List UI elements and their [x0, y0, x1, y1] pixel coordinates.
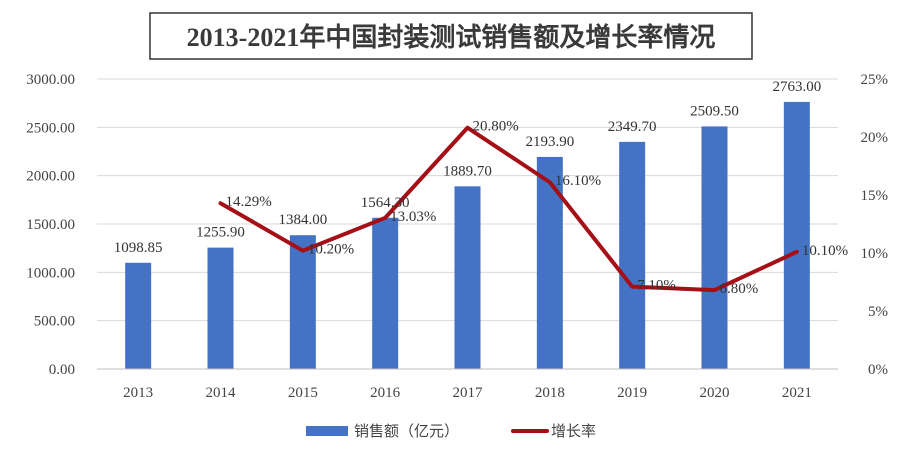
x-tick-label: 2020	[700, 385, 730, 401]
bar-data-labels: 1098.85 1255.90 1384.00 1564.30 1889.70 2193.…	[114, 79, 821, 256]
legend: 销售额（亿元） 增长率	[306, 423, 596, 440]
y-left-tick-label: 2500.00	[26, 120, 75, 136]
y-left-tick-label: 1500.00	[26, 217, 75, 233]
bar	[701, 126, 728, 369]
y-left-tick-label: 3000.00	[26, 72, 75, 88]
line-series	[218, 125, 799, 293]
line-value-label: 20.80%	[473, 119, 519, 135]
bar-series	[125, 101, 810, 369]
x-tick-label: 2015	[288, 385, 318, 401]
legend-bar-label: 销售额（亿元）	[354, 423, 459, 440]
bar	[454, 186, 481, 369]
y-right-tick-label: 0%	[868, 362, 888, 378]
x-tick-label: 2016	[370, 385, 401, 401]
bar	[289, 235, 316, 369]
chart-title-group: 2013-2021年中国封装测试销售额及增长率情况	[149, 12, 753, 60]
left-axis: 0.00 500.00 1000.00 1500.00 2000.00 2500.00 30…	[26, 72, 75, 378]
bar-value-label: 1255.90	[196, 225, 245, 241]
y-left-tick-label: 0.00	[49, 362, 75, 378]
bar	[207, 247, 234, 369]
y-right-tick-label: 5%	[868, 304, 888, 320]
y-right-tick-label: 25%	[861, 72, 889, 88]
legend-line-label: 增长率	[551, 423, 596, 440]
bar-value-label: 1384.00	[278, 212, 327, 228]
y-right-tick-label: 10%	[861, 246, 889, 262]
y-left-tick-label: 500.00	[34, 314, 75, 330]
line-data-labels: 14.29% 10.20% 13.03% 20.80% 16.10% 7.10% 6.80%…	[226, 119, 849, 297]
line-value-label: 10.10%	[802, 243, 848, 259]
chart-title: 2013-2021年中国封装测试销售额及增长率情况	[187, 22, 716, 52]
bar-value-label: 2349.70	[608, 119, 657, 135]
legend-bar-swatch	[306, 426, 348, 436]
line-value-label: 10.20%	[308, 242, 354, 258]
line-value-label: 13.03%	[390, 209, 436, 225]
bar-value-label: 2193.90	[525, 134, 574, 150]
y-left-tick-label: 1000.00	[26, 265, 75, 281]
y-right-tick-label: 20%	[861, 130, 889, 146]
bar-value-label: 2509.50	[690, 103, 739, 119]
x-axis: 2013 2014 2015 2016 2017 2018 2019 2020 2021	[97, 368, 838, 401]
right-axis: 0% 5% 10% 15% 20% 25%	[861, 72, 889, 378]
growth-rate-line	[218, 125, 799, 293]
y-left-tick-label: 2000.00	[26, 169, 75, 185]
line-value-label: 7.10%	[637, 278, 676, 294]
x-tick-label: 2013	[123, 385, 153, 401]
bar	[372, 217, 399, 369]
x-tick-label: 2014	[206, 385, 237, 401]
x-tick-label: 2019	[617, 385, 647, 401]
bar-value-label: 1564.30	[361, 195, 410, 211]
chart-title-box	[149, 12, 753, 60]
bar	[783, 101, 810, 369]
line-value-label: 16.10%	[555, 173, 601, 189]
line-value-label: 14.29%	[226, 194, 272, 210]
x-tick-label: 2018	[535, 385, 565, 401]
y-right-tick-label: 15%	[861, 188, 889, 204]
bar-value-label: 1889.70	[443, 163, 492, 179]
line-value-label: 6.80%	[720, 281, 759, 297]
bar-value-label: 1098.85	[114, 240, 163, 256]
bar-value-label: 2763.00	[772, 79, 821, 95]
bar	[125, 262, 152, 369]
bar	[619, 141, 646, 369]
x-tick-label: 2017	[453, 385, 484, 401]
x-tick-label: 2021	[782, 385, 812, 401]
